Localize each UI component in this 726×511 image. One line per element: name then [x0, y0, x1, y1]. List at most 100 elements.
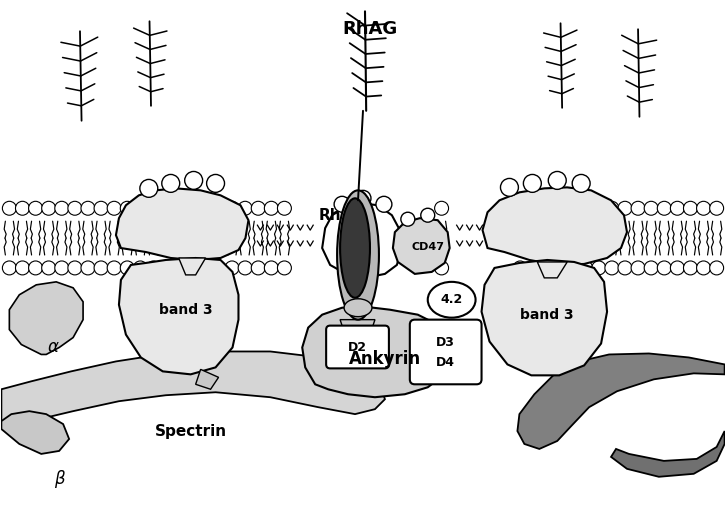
- Text: Spectrin: Spectrin: [155, 424, 227, 438]
- Polygon shape: [179, 258, 205, 275]
- Circle shape: [162, 174, 180, 192]
- Circle shape: [435, 261, 449, 275]
- Circle shape: [355, 191, 371, 206]
- Circle shape: [212, 201, 226, 215]
- FancyBboxPatch shape: [326, 326, 389, 368]
- Circle shape: [592, 201, 605, 215]
- Polygon shape: [1, 411, 69, 454]
- Polygon shape: [1, 352, 385, 429]
- Circle shape: [251, 201, 265, 215]
- Circle shape: [68, 201, 82, 215]
- Circle shape: [199, 261, 213, 275]
- FancyBboxPatch shape: [409, 320, 481, 384]
- Circle shape: [134, 201, 147, 215]
- Text: D2: D2: [348, 341, 367, 354]
- Circle shape: [526, 261, 540, 275]
- Circle shape: [184, 172, 203, 190]
- Circle shape: [631, 201, 645, 215]
- Circle shape: [710, 201, 724, 215]
- Circle shape: [160, 201, 174, 215]
- Circle shape: [81, 261, 95, 275]
- Circle shape: [435, 201, 449, 215]
- Text: Ankyrin: Ankyrin: [349, 351, 421, 368]
- Circle shape: [644, 261, 658, 275]
- Circle shape: [592, 261, 605, 275]
- Polygon shape: [302, 307, 452, 397]
- Circle shape: [683, 201, 698, 215]
- Circle shape: [579, 261, 592, 275]
- Text: CD47: CD47: [411, 242, 444, 252]
- Circle shape: [579, 201, 592, 215]
- Circle shape: [147, 261, 160, 275]
- Circle shape: [605, 261, 619, 275]
- Text: D3: D3: [436, 336, 455, 349]
- Circle shape: [140, 179, 158, 197]
- Circle shape: [107, 201, 121, 215]
- Ellipse shape: [337, 191, 379, 320]
- Circle shape: [376, 196, 392, 212]
- Circle shape: [334, 196, 350, 212]
- Polygon shape: [119, 258, 238, 375]
- Circle shape: [225, 201, 239, 215]
- Polygon shape: [481, 260, 607, 376]
- Circle shape: [513, 201, 527, 215]
- Circle shape: [644, 201, 658, 215]
- Circle shape: [199, 201, 213, 215]
- Polygon shape: [322, 203, 402, 278]
- Circle shape: [212, 261, 226, 275]
- Circle shape: [173, 261, 187, 275]
- Circle shape: [421, 208, 435, 222]
- Circle shape: [2, 261, 16, 275]
- Circle shape: [121, 261, 134, 275]
- Circle shape: [107, 261, 121, 275]
- Polygon shape: [611, 431, 725, 477]
- Polygon shape: [537, 262, 567, 278]
- Circle shape: [15, 201, 30, 215]
- Circle shape: [401, 212, 415, 226]
- Text: RhAG: RhAG: [343, 20, 398, 38]
- Circle shape: [566, 201, 579, 215]
- Circle shape: [54, 201, 69, 215]
- Circle shape: [631, 261, 645, 275]
- Circle shape: [618, 201, 632, 215]
- Circle shape: [513, 261, 527, 275]
- Polygon shape: [393, 218, 449, 274]
- Circle shape: [539, 201, 553, 215]
- Polygon shape: [518, 354, 725, 449]
- Circle shape: [94, 201, 108, 215]
- Circle shape: [28, 261, 43, 275]
- Circle shape: [2, 201, 16, 215]
- Circle shape: [225, 261, 239, 275]
- Circle shape: [41, 201, 56, 215]
- Polygon shape: [420, 320, 448, 335]
- Circle shape: [566, 261, 579, 275]
- Ellipse shape: [340, 198, 370, 298]
- Circle shape: [605, 201, 619, 215]
- Circle shape: [81, 201, 95, 215]
- Circle shape: [552, 261, 566, 275]
- Circle shape: [15, 261, 30, 275]
- Circle shape: [207, 174, 224, 192]
- Circle shape: [670, 201, 685, 215]
- Circle shape: [238, 261, 252, 275]
- Circle shape: [68, 261, 82, 275]
- Polygon shape: [195, 369, 219, 389]
- Circle shape: [264, 201, 278, 215]
- Circle shape: [121, 201, 134, 215]
- Ellipse shape: [344, 299, 372, 317]
- Text: Rh: Rh: [319, 207, 341, 223]
- Circle shape: [539, 261, 553, 275]
- Circle shape: [548, 172, 566, 190]
- Circle shape: [160, 261, 174, 275]
- Circle shape: [523, 174, 542, 192]
- Circle shape: [41, 261, 56, 275]
- Text: D4: D4: [436, 356, 455, 369]
- Circle shape: [277, 201, 291, 215]
- Text: 4.2: 4.2: [441, 293, 462, 306]
- Circle shape: [670, 261, 685, 275]
- Text: band 3: band 3: [521, 308, 574, 322]
- Circle shape: [572, 174, 590, 192]
- Circle shape: [696, 261, 711, 275]
- Circle shape: [683, 261, 698, 275]
- Circle shape: [696, 201, 711, 215]
